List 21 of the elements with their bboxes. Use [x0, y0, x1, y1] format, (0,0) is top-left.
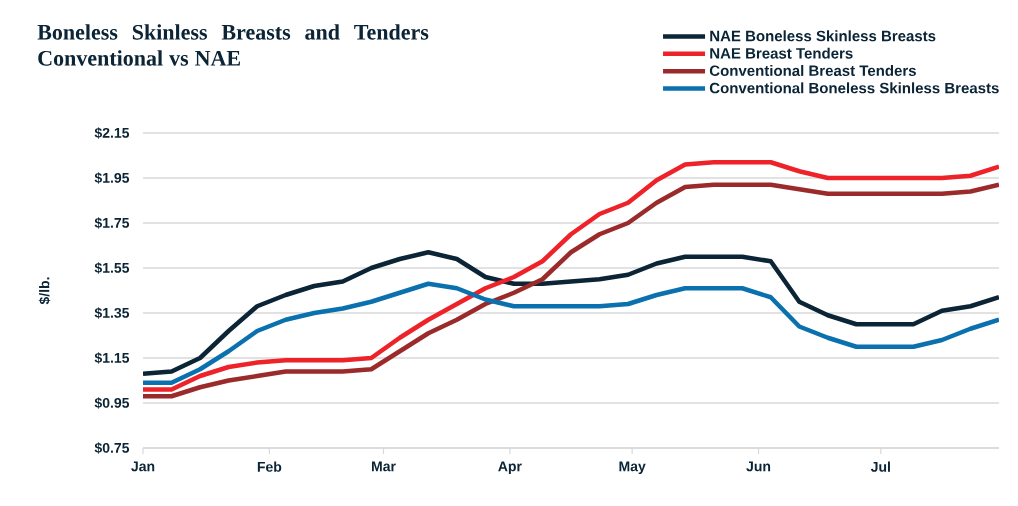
- x-tick-label: Apr: [498, 461, 522, 475]
- y-tick-label: $0.95: [94, 397, 130, 409]
- x-tick-label: May: [619, 461, 646, 475]
- x-tick-label: Jan: [131, 461, 155, 472]
- chart-title: Boneless Skinless Breasts and Tenders Conventional vs NAE: [37, 24, 429, 66]
- y-axis-title: $/lb.: [38, 277, 51, 305]
- legend-label: NAE Boneless Skinless Breasts: [710, 30, 936, 42]
- y-tick-label: $1.35: [94, 307, 130, 319]
- legend-label: Conventional Boneless Skinless Breasts: [709, 82, 999, 94]
- y-tick-label: $1.75: [94, 217, 130, 229]
- y-tick-label: $1.95: [94, 172, 130, 184]
- legend-label: Conventional Breast Tenders: [709, 64, 916, 76]
- x-tick-label: Feb: [257, 461, 282, 472]
- x-tick-label: Mar: [371, 461, 396, 472]
- y-tick-label: $2.15: [94, 127, 130, 139]
- x-tick-label: Jul: [870, 461, 890, 472]
- y-tick-label: $1.15: [94, 352, 130, 364]
- y-tick-label: $1.55: [94, 262, 130, 274]
- legend-label: NAE Breast Tenders: [710, 47, 853, 59]
- x-tick-label: Jun: [746, 461, 771, 472]
- y-tick-label: $0.75: [94, 442, 130, 454]
